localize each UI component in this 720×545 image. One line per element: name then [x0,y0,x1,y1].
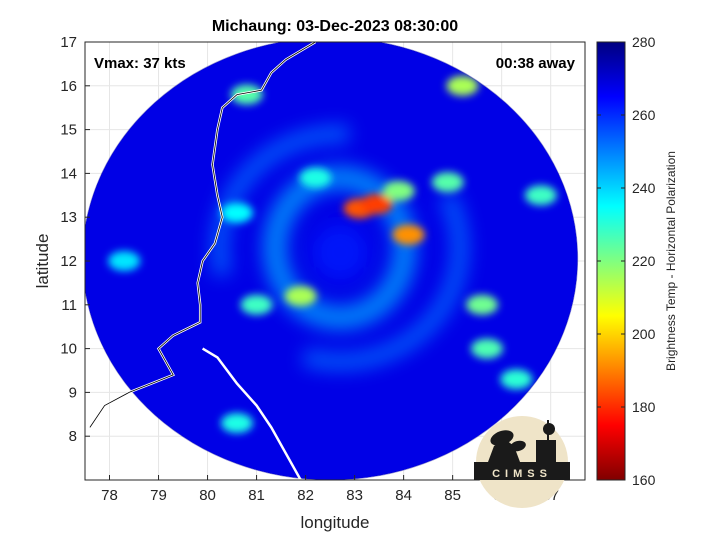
convection-cell [524,185,557,206]
x-tick-label: 79 [150,487,167,504]
y-tick-label: 17 [60,34,77,51]
colorbar-ticks: 160 180 200 220 240 260 280 [597,34,656,488]
x-tick-label: 81 [248,487,265,504]
spiral-band [262,165,417,330]
x-tick-label: 78 [101,487,118,504]
convection-cell [240,294,273,315]
y-tick-label: 10 [60,341,77,358]
y-tick-label: 15 [60,122,77,139]
swath-edge [85,42,579,480]
chart-title: Michaung: 03-Dec-2023 08:30:00 [212,18,458,35]
coastline-india-outline [89,42,316,428]
colorbar-label: Brightness Temp - Horizontal Polarizatio… [664,151,678,371]
cimss-logo: CIMSS [474,416,570,508]
x-tick-label: 85 [444,487,461,504]
convection-cell [230,84,263,105]
y-tick-label: 9 [69,384,77,401]
x-tick-label: 82 [297,487,314,504]
convection-cell [382,180,415,201]
coastline [88,42,317,480]
convection-cell [299,167,332,188]
y-tick-label: 14 [60,165,77,182]
convection-cell [220,202,253,223]
colorbar-tick-label: 240 [632,180,656,196]
y-axis: 8 9 10 11 12 13 14 15 16 17 [60,34,90,445]
colorbar-tick-label: 200 [632,326,656,342]
colorbar-tick-label: 160 [632,472,656,488]
cimss-logo-text: CIMSS [492,468,552,480]
convection-cell [360,194,393,215]
colorbar-tick-label: 260 [632,107,656,123]
storm-eye [311,224,368,281]
y-tick-label: 11 [61,297,77,314]
convection-cell [470,338,503,359]
x-axis-label: longitude [300,513,369,532]
convection-cell [466,294,499,315]
y-axis-label: latitude [33,234,52,289]
vmax-annotation: Vmax: 37 kts [94,55,186,72]
y-tick-label: 12 [60,253,77,270]
colorbar-tick-label: 280 [632,34,656,50]
colorbar-tick-label: 220 [632,253,656,269]
convection-cell [431,172,464,193]
x-tick-label: 80 [199,487,216,504]
spiral-band [210,124,469,371]
convection-cell [446,75,479,96]
y-tick-label: 13 [60,209,77,226]
convection-cell [220,413,253,434]
convection-cell [108,251,141,271]
microwave-swath [85,42,579,480]
convection-cell [500,369,533,390]
y-tick-label: 16 [60,78,77,95]
colorbar-tick-label: 180 [632,399,656,415]
x-tick-label: 84 [395,487,412,504]
y-tick-label: 8 [69,428,77,445]
coastline-sri-lanka [201,347,302,480]
colorbar [596,41,626,481]
x-tick-label: 83 [346,487,363,504]
time-offset-annotation: 00:38 away [496,55,576,72]
convection-cell [392,224,425,245]
convection-cell [284,286,317,307]
